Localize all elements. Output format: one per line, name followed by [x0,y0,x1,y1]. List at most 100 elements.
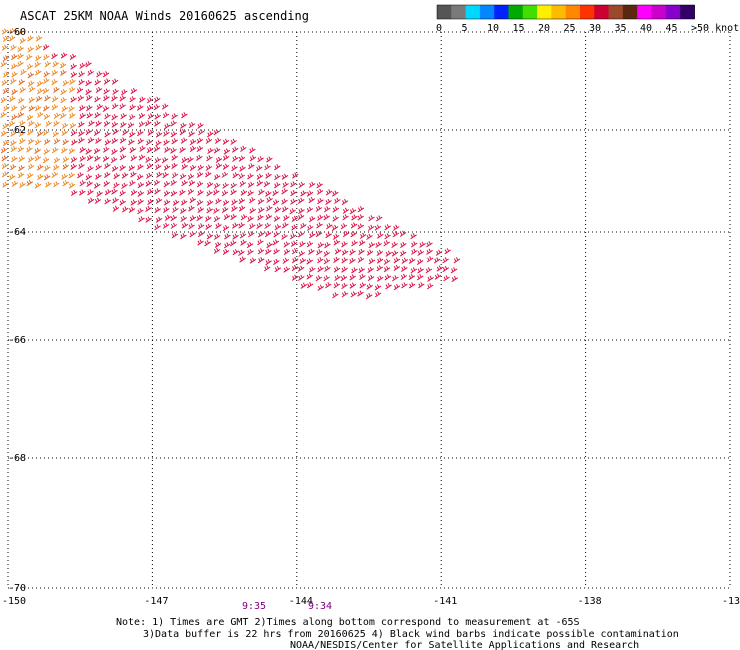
wind-barb [95,137,102,144]
wind-barb [18,155,26,163]
wind-barb [401,282,408,289]
wind-barb [78,121,85,128]
wind-barb [85,61,92,68]
wind-barb [103,78,111,85]
wind-barb [272,199,280,206]
wind-barb [146,97,154,104]
wind-barb [138,112,146,120]
note-line-3: NOAA/NESDIS/Center for Satellite Applica… [290,640,639,650]
legend-label: 15 [513,23,525,34]
wind-barb [19,181,26,189]
wind-barb [350,291,358,298]
wind-barb [170,179,177,186]
wind-barb [207,147,214,155]
wind-barb [145,205,152,213]
wind-barb [196,137,204,144]
wind-barb [62,156,70,163]
wind-barb [249,147,256,154]
wind-barb [163,164,171,171]
wind-barb [154,224,161,231]
wind-barb [204,240,211,247]
wind-barb [34,182,42,189]
wind-barb [291,274,299,281]
wind-barb [323,275,330,282]
wind-barb [332,190,339,197]
wind-barb [53,86,60,94]
wind-barb [78,162,85,170]
wind-barb [300,282,308,289]
wind-barb [357,206,365,213]
wind-barb [171,162,178,170]
wind-barb [96,71,103,78]
wind-barb [451,275,459,283]
wind-barb [136,173,144,181]
wind-barb [146,146,154,154]
wind-barb [28,105,36,112]
wind-barb [79,104,86,112]
wind-barb [111,165,119,172]
wind-barb [162,112,170,119]
wind-barb [180,207,187,215]
wind-barb [358,266,365,274]
wind-barb [368,215,375,222]
wind-barb [137,181,145,189]
wind-barb [35,69,42,76]
wind-barb [408,273,416,281]
wind-barb [93,147,101,155]
wind-barb [10,78,17,85]
wind-barb [95,173,102,180]
wind-barb [308,248,315,255]
wind-barb [383,265,391,273]
wind-barb [197,189,204,196]
wind-barb [102,71,110,78]
wind-barb [291,264,299,272]
wind-barb [333,266,341,273]
wind-barb [146,139,153,146]
wind-barb [188,130,195,138]
wind-barb [119,95,126,102]
wind-barb [1,162,9,170]
wind-barb [129,104,136,111]
wind-barb [257,156,264,163]
wind-barb [257,198,265,205]
wind-barb [179,173,187,180]
wind-barb [248,197,256,204]
wind-barb [70,156,78,163]
wind-barb [155,140,162,147]
wind-barb [231,146,239,153]
wind-barb [291,215,299,223]
wind-barb [206,181,214,188]
legend-label: 30 [589,23,601,34]
wind-barb [265,258,272,266]
wind-barb [206,199,214,206]
wind-barb [332,206,340,213]
wind-barb [87,69,94,76]
wind-barb [408,282,416,289]
wind-barb [51,79,58,86]
wind-barb [79,155,86,162]
wind-barb [350,222,358,229]
wind-barb [111,114,118,121]
wind-barb [68,172,75,179]
wind-barb [299,241,306,248]
wind-barb [281,173,289,180]
wind-barb [408,257,416,264]
wind-barb [375,241,382,248]
wind-barb [147,198,154,206]
wind-barb [342,214,349,221]
longitude-labels: -150 -147 -144 -141 -138 -13 [2,596,740,607]
wind-barb [317,214,324,221]
wind-barb [341,282,348,290]
wind-barb [2,55,10,62]
wind-barb [94,96,101,103]
wind-barb [104,162,111,170]
wind-barb [79,146,86,154]
wind-barb [384,224,391,231]
wind-barb [155,131,163,138]
wind-barb [374,284,382,291]
wind-barb [374,291,382,298]
wind-barb [273,248,280,255]
wind-barb [155,216,163,223]
wind-barb [26,146,33,153]
